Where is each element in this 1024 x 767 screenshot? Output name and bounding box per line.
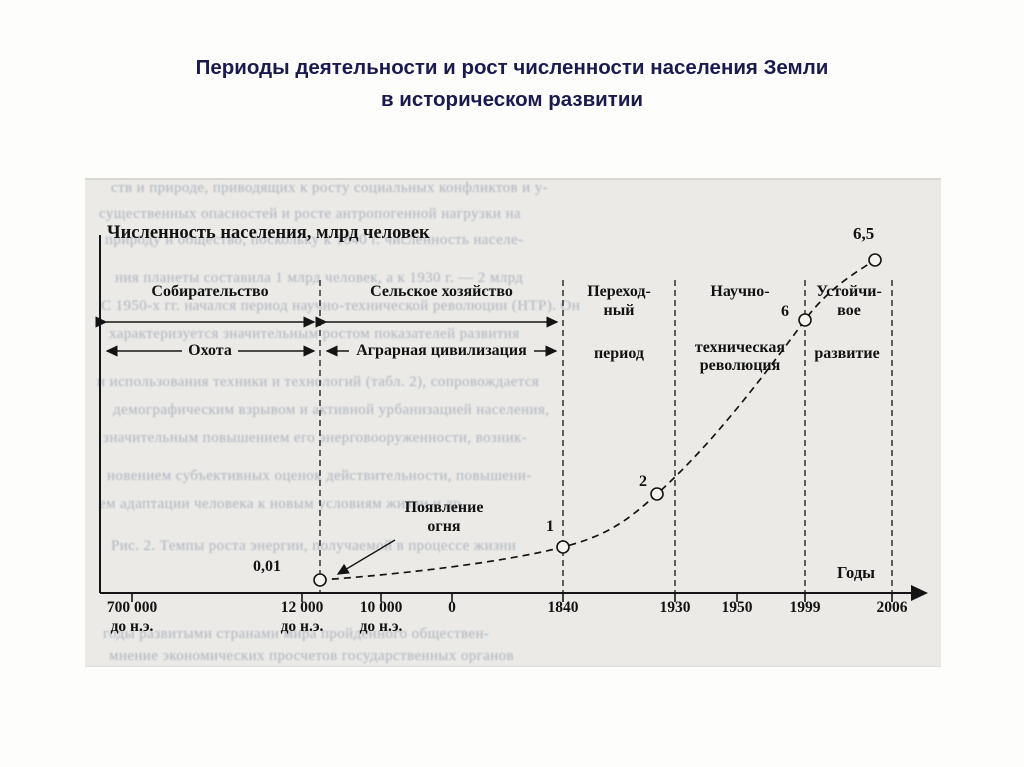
figure-scan: ств и природе, приводящих к росту социал… (85, 178, 941, 667)
value-label-1: 1 (546, 518, 554, 535)
period-scientific-line1: Научно- (710, 283, 770, 300)
value-label-6: 6 (781, 303, 789, 320)
data-point-0-01 (313, 573, 327, 587)
value-label-2: 2 (639, 473, 647, 490)
period-agrarian-civilization: Аграрная цивилизация (356, 342, 527, 359)
period-sustainable-line2: вое (837, 302, 861, 319)
bleedthrough-line: и использования техники и технологий (та… (97, 374, 540, 390)
period-hunting: Охота (188, 342, 232, 359)
x-tick-year: 2006 (876, 599, 908, 616)
x-tick-year: 1840 (547, 599, 579, 616)
bleedthrough-line: значительным повышением его энерговооруж… (103, 430, 528, 446)
x-tick-1950: 1950 (695, 598, 779, 617)
x-tick-year: 1999 (789, 599, 821, 616)
x-tick-12000bc: 12 000 до н.э. (260, 598, 344, 636)
annotation-arrow (336, 539, 396, 575)
period-sustainable-line3: развитие (814, 345, 880, 362)
period-transitional-line1: Переход- (587, 283, 651, 300)
value-label-6-5: 6,5 (853, 224, 875, 243)
x-tick-1840: 1840 (521, 598, 605, 617)
value-label-0-01: 0,01 (253, 558, 281, 575)
x-tick-year: 1930 (659, 599, 691, 616)
bleedthrough-line: Рис. 2. Темпы роста энергии, получаемой … (111, 538, 517, 554)
period-divider-lines (319, 280, 893, 593)
x-tick-1999: 1999 (763, 598, 847, 617)
bleedthrough-line: годы развитыми странами мира пройденного… (103, 626, 490, 642)
period-agriculture: Сельское хозяйство (370, 283, 513, 300)
data-point-2 (650, 487, 664, 501)
slide-title-line1: Периоды деятельности и рост численности … (195, 56, 829, 79)
bleedthrough-line: С 1950-х гг. начался период научно-техни… (101, 298, 581, 314)
bleedthrough-line: ем адаптации человека к новым условиям ж… (99, 496, 466, 512)
bleedthrough-line: новением субъективных оценок действитель… (107, 468, 532, 484)
annotation-fire: Появление огня (385, 498, 503, 536)
x-tick-year: 12 000 (280, 599, 324, 616)
period-gathering: Собирательство (151, 283, 269, 300)
bleedthrough-line: ния планеты составила 1 млрд человек, а … (115, 270, 524, 286)
chart-title: Численность населения, млрд человек (107, 223, 430, 243)
x-axis-label-years: Годы (837, 563, 876, 582)
x-tick-year: 700 000 (106, 599, 158, 616)
period-span-arrows (95, 316, 559, 357)
x-tick-1930: 1930 (633, 598, 717, 617)
data-point-1 (556, 540, 570, 554)
data-point-6 (798, 313, 812, 327)
data-point-6-5 (868, 253, 882, 267)
x-tick-10000bc: 10 000 до н.э. (339, 598, 423, 636)
x-tick-marks (131, 593, 893, 602)
population-chart (95, 235, 928, 602)
bleedthrough-line: мнение экономических просчетов государст… (109, 648, 515, 664)
bleedthrough-line: существенных опасностей и росте антропог… (99, 206, 521, 222)
slide-title: Периоды деятельности и рост численности … (0, 52, 1024, 116)
x-tick-year: 10 000 (359, 599, 403, 616)
x-tick-era: до н.э. (280, 618, 324, 635)
bleedthrough-line: природу и общество, поскольку к 1840 г. … (105, 232, 524, 248)
x-tick-0: 0 (410, 598, 494, 617)
x-tick-year: 1950 (721, 599, 753, 616)
bleedthrough-line: характеризуется значительным ростом пока… (109, 326, 520, 342)
annotation-fire-line2: огня (427, 518, 461, 535)
annotation-fire-line1: Появление (404, 499, 484, 516)
bleedthrough-line: ств и природе, приводящих к росту социал… (111, 180, 549, 196)
x-tick-year: 0 (448, 599, 456, 616)
x-tick-era: до н.э. (359, 618, 403, 635)
x-tick-700000bc: 700 000 до н.э. (90, 598, 174, 636)
period-scientific-line3: революция (699, 357, 781, 374)
period-scientific-line2: техническая (694, 339, 786, 356)
x-tick-2006: 2006 (850, 598, 934, 617)
period-transitional-line3: период (593, 345, 645, 362)
period-sustainable-line1: Устойчи- (816, 283, 882, 300)
period-transitional-line2: ный (603, 302, 635, 319)
bleedthrough-line: демографическим взрывом и активной урбан… (113, 402, 550, 418)
slide-title-line2: в историческом развитии (380, 87, 644, 111)
data-points (313, 253, 882, 587)
x-tick-era: до н.э. (110, 618, 154, 635)
